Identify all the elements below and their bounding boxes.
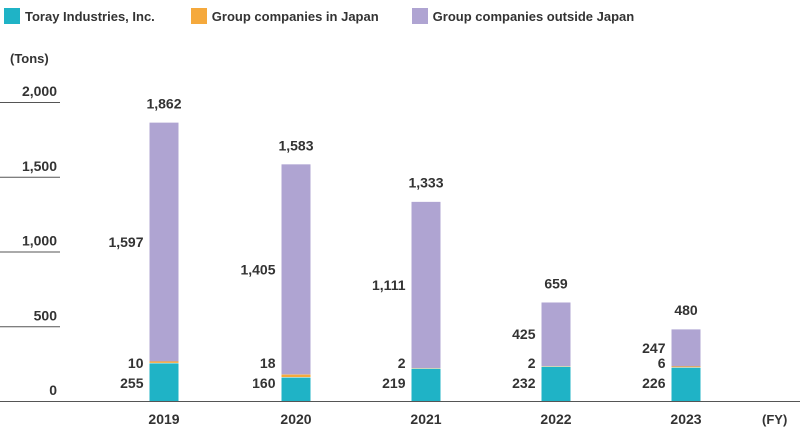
- bar-segment: [149, 122, 179, 362]
- data-label: 255: [120, 375, 144, 391]
- bar-segment: [671, 329, 701, 367]
- bar-segment: [411, 368, 441, 401]
- data-label: 160: [252, 375, 276, 391]
- bar-segment: [281, 377, 311, 401]
- y-tick-label: 1,500: [22, 158, 57, 174]
- bar-segment: [411, 201, 441, 368]
- data-label: 219: [382, 375, 406, 391]
- bar-segment: [281, 374, 311, 378]
- data-label: 10: [128, 355, 144, 371]
- bar-total-label: 480: [674, 302, 698, 318]
- legend-swatch-japan: [190, 8, 207, 24]
- legend-swatch-toray: [4, 8, 20, 24]
- data-label: 2: [398, 355, 406, 371]
- bar-segment: [541, 366, 571, 401]
- data-label: 6: [658, 355, 666, 371]
- x-tick-label: 2023: [670, 411, 701, 427]
- legend-item-japan: Group companies in Japan: [190, 8, 379, 24]
- bar-total-label: 1,862: [146, 96, 181, 112]
- x-tick-label: 2019: [148, 411, 179, 427]
- y-tick-label: 500: [34, 307, 58, 323]
- y-tick-label: 1,000: [22, 233, 57, 249]
- bar-segment: [149, 362, 179, 401]
- x-axis-label: (FY): [762, 412, 787, 427]
- legend-item-outside: Group companies outside Japan: [411, 8, 635, 24]
- bar-segment: [671, 367, 701, 401]
- legend: Toray Industries, Inc. Group companies i…: [0, 6, 634, 26]
- data-label: 18: [260, 355, 276, 371]
- legend-item-toray: Toray Industries, Inc.: [4, 8, 155, 24]
- legend-label-japan: Group companies in Japan: [211, 8, 379, 24]
- bar-segment: [541, 302, 571, 367]
- x-tick-label: 2022: [540, 411, 571, 427]
- legend-swatch-outside: [411, 8, 428, 24]
- data-label: 1,405: [240, 261, 275, 277]
- x-tick-label: 2021: [410, 411, 441, 427]
- data-label: 1,597: [108, 234, 143, 250]
- data-label: 232: [512, 375, 536, 391]
- bar-total-label: 1,583: [278, 137, 313, 153]
- data-label: 226: [642, 375, 666, 391]
- y-tick-label: 2,000: [22, 83, 57, 99]
- data-label: 425: [512, 326, 536, 342]
- y-tick-label: 0: [49, 382, 57, 398]
- bar-total-label: 1,333: [408, 175, 443, 191]
- data-label: 1,111: [372, 277, 406, 293]
- bar-total-label: 659: [544, 275, 568, 291]
- y-axis-label: (Tons): [10, 51, 49, 66]
- legend-label-toray: Toray Industries, Inc.: [25, 8, 155, 24]
- legend-label-outside: Group companies outside Japan: [432, 8, 635, 24]
- x-tick-label: 2020: [280, 411, 311, 427]
- data-label: 2: [528, 355, 536, 371]
- bar-segment: [281, 164, 311, 375]
- data-label: 247: [642, 340, 666, 356]
